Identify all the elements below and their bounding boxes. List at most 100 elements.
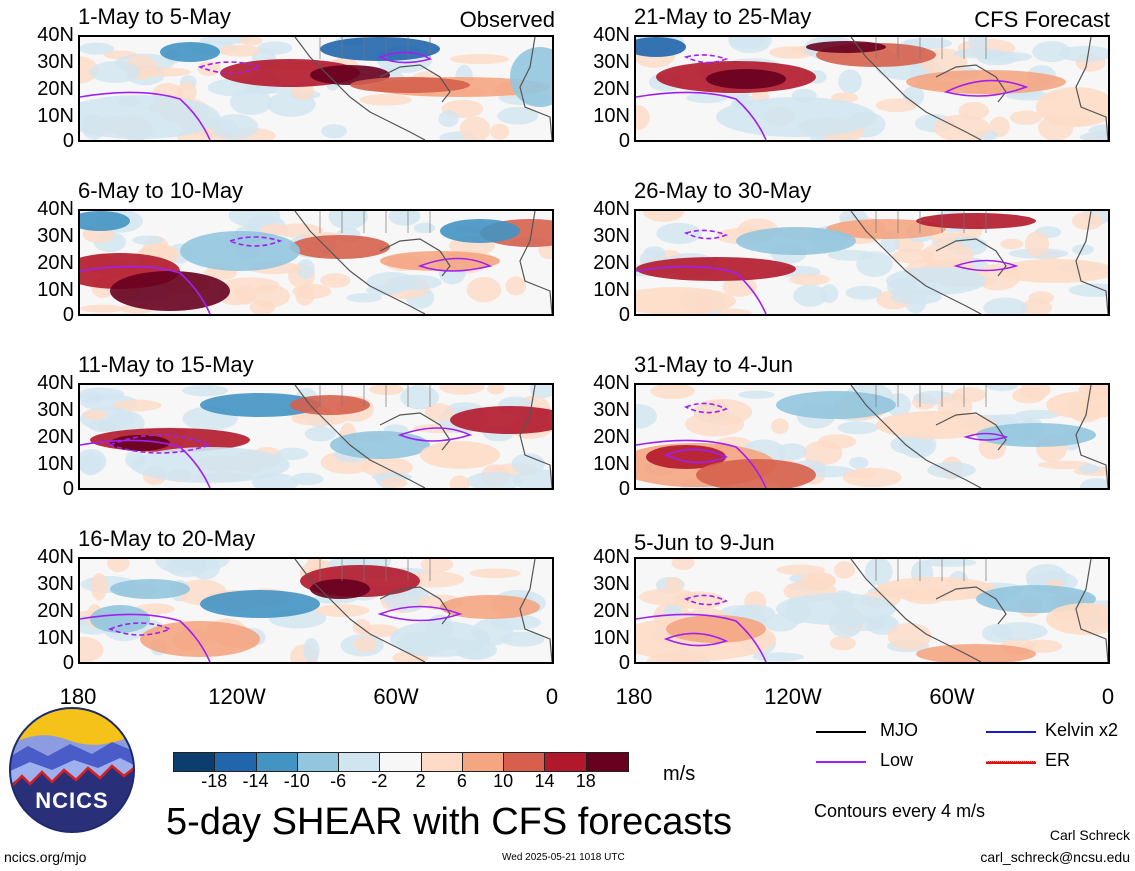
observed-map-panel (78, 383, 554, 490)
panel-title-obs-1: 1-May to 5-May (78, 4, 231, 29)
colorbar-swatch (339, 753, 381, 771)
lat-label: 0 (618, 130, 630, 152)
low-contour (636, 265, 767, 314)
colorbar-tick-label: -2 (371, 771, 388, 791)
legend-line-mjo (816, 731, 866, 733)
lat-label: 30N (37, 399, 74, 421)
forecast-map-panel (634, 209, 1110, 316)
panel-title-fcst-3: 31-May to 4-Jun (634, 352, 793, 377)
low-contour (636, 439, 767, 488)
lat-label: 10N (593, 627, 630, 649)
panel-title-obs-3: 11-May to 15-May (78, 352, 254, 377)
colorbar-tick-label: 18 (575, 771, 596, 791)
low-contour (80, 439, 211, 488)
panel-title-obs-4: 16-May to 20-May (78, 526, 256, 551)
forecast-tag: CFS Forecast (974, 7, 1110, 32)
lat-label: 20N (37, 600, 74, 622)
low-contour (683, 229, 729, 240)
low-contour (663, 448, 729, 464)
legend-line-er (986, 761, 1036, 764)
lat-label: 20N (593, 426, 630, 448)
colorbar-swatch (174, 753, 216, 771)
low-contour (943, 79, 1029, 97)
shear-field (80, 385, 552, 488)
low-contour (397, 427, 473, 442)
lat-label: 40N (37, 372, 74, 394)
colorbar-swatch (380, 753, 422, 771)
low-contour (684, 402, 728, 414)
lat-label: 20N (593, 600, 630, 622)
colorbar-swatch (297, 753, 340, 771)
lat-label: 30N (37, 225, 74, 247)
lat-label: 0 (62, 304, 74, 326)
lat-label: 20N (37, 78, 74, 100)
low-contour (80, 91, 211, 140)
lon-label-0-left: 0 (545, 684, 559, 709)
low-contour (377, 51, 433, 64)
site-url: ncics.org/mjo (4, 849, 87, 865)
contour-note: Contours every 4 m/s (814, 801, 986, 821)
logo-text: NCICS (35, 788, 109, 813)
lat-label: 30N (593, 225, 630, 247)
low-contour (963, 432, 1009, 441)
shear-field (80, 211, 552, 314)
shear-field (636, 559, 1108, 662)
colorbar-swatch (421, 753, 463, 771)
low-contour (80, 613, 211, 662)
colorbar-swatch (215, 753, 257, 771)
panel-title-fcst-1: 21-May to 25-May (634, 4, 812, 29)
low-contour (953, 259, 1019, 272)
low-contour (107, 622, 173, 636)
low-contour (377, 605, 463, 622)
lat-label: 20N (593, 78, 630, 100)
forecast-map-panel (634, 383, 1110, 490)
lon-label-0-right: 0 (1101, 684, 1115, 709)
lon-label-180-right: 180 (615, 684, 653, 709)
low-contour (636, 91, 767, 140)
low-contour (684, 594, 728, 606)
forecast-map-panel (634, 557, 1110, 664)
lon-label-120w-left: 120W (208, 684, 266, 709)
observed-map-panel (78, 209, 554, 316)
colorbar-tick-label: 2 (415, 771, 426, 791)
lon-label-60w-right: 60W (929, 684, 975, 709)
lat-label: 10N (37, 627, 74, 649)
lat-label: 10N (37, 453, 74, 475)
colorbar-tick-label: 10 (493, 771, 514, 791)
colorbar-tick-label: 6 (456, 771, 467, 791)
panel-title-fcst-4: 5-Jun to 9-Jun (634, 530, 775, 555)
lat-label: 10N (593, 105, 630, 127)
lat-label: 10N (593, 453, 630, 475)
colorbar-tick-label: -10 (283, 771, 310, 791)
lat-label: 20N (37, 252, 74, 274)
lat-label: 10N (37, 279, 74, 301)
timestamp: Wed 2025-05-21 1018 UTC (502, 852, 625, 863)
lat-label: 40N (593, 24, 630, 46)
lat-label: 30N (593, 399, 630, 421)
panel-title-fcst-2: 26-May to 30-May (634, 178, 812, 203)
main-title: 5-day SHEAR with CFS forecasts (166, 801, 732, 843)
lon-label-120w-right: 120W (764, 684, 822, 709)
low-contour (663, 632, 729, 647)
colorbar-swatch (256, 753, 298, 771)
colorbar-swatch (504, 753, 546, 771)
lat-label: 20N (593, 252, 630, 274)
low-contour (636, 613, 767, 662)
shear-field (636, 37, 1108, 140)
legend-line-low (816, 761, 866, 763)
lat-label: 30N (37, 51, 74, 73)
shear-field (80, 559, 552, 662)
colorbar-tick-label: -14 (242, 771, 269, 791)
legend-label-kelvin: Kelvin x2 (1045, 720, 1119, 740)
observed-tag: Observed (459, 7, 555, 32)
forecast-map-panel (634, 35, 1110, 142)
legend-line-kelvin (986, 731, 1036, 733)
colorbar-swatch (545, 753, 587, 771)
low-contour (683, 54, 729, 64)
lat-label: 0 (62, 130, 74, 152)
ncics-logo: NCICS (8, 706, 136, 834)
lat-label: 0 (618, 652, 630, 674)
author-email: carl_schreck@ncsu.edu (980, 849, 1130, 865)
lon-label-180-left: 180 (59, 684, 97, 709)
lat-label: 0 (618, 304, 630, 326)
